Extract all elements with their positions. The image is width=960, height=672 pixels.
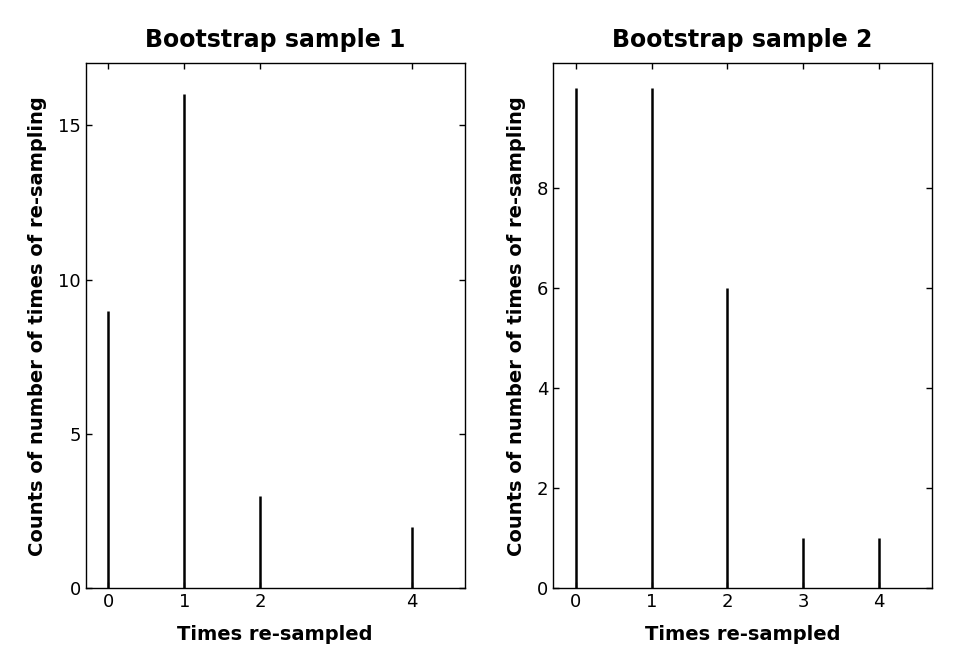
Title: Bootstrap sample 2: Bootstrap sample 2 [612, 28, 873, 52]
Y-axis label: Counts of number of times of re-sampling: Counts of number of times of re-sampling [28, 96, 47, 556]
Title: Bootstrap sample 1: Bootstrap sample 1 [145, 28, 405, 52]
Y-axis label: Counts of number of times of re-sampling: Counts of number of times of re-sampling [507, 96, 525, 556]
X-axis label: Times re-sampled: Times re-sampled [645, 625, 840, 644]
X-axis label: Times re-sampled: Times re-sampled [178, 625, 373, 644]
